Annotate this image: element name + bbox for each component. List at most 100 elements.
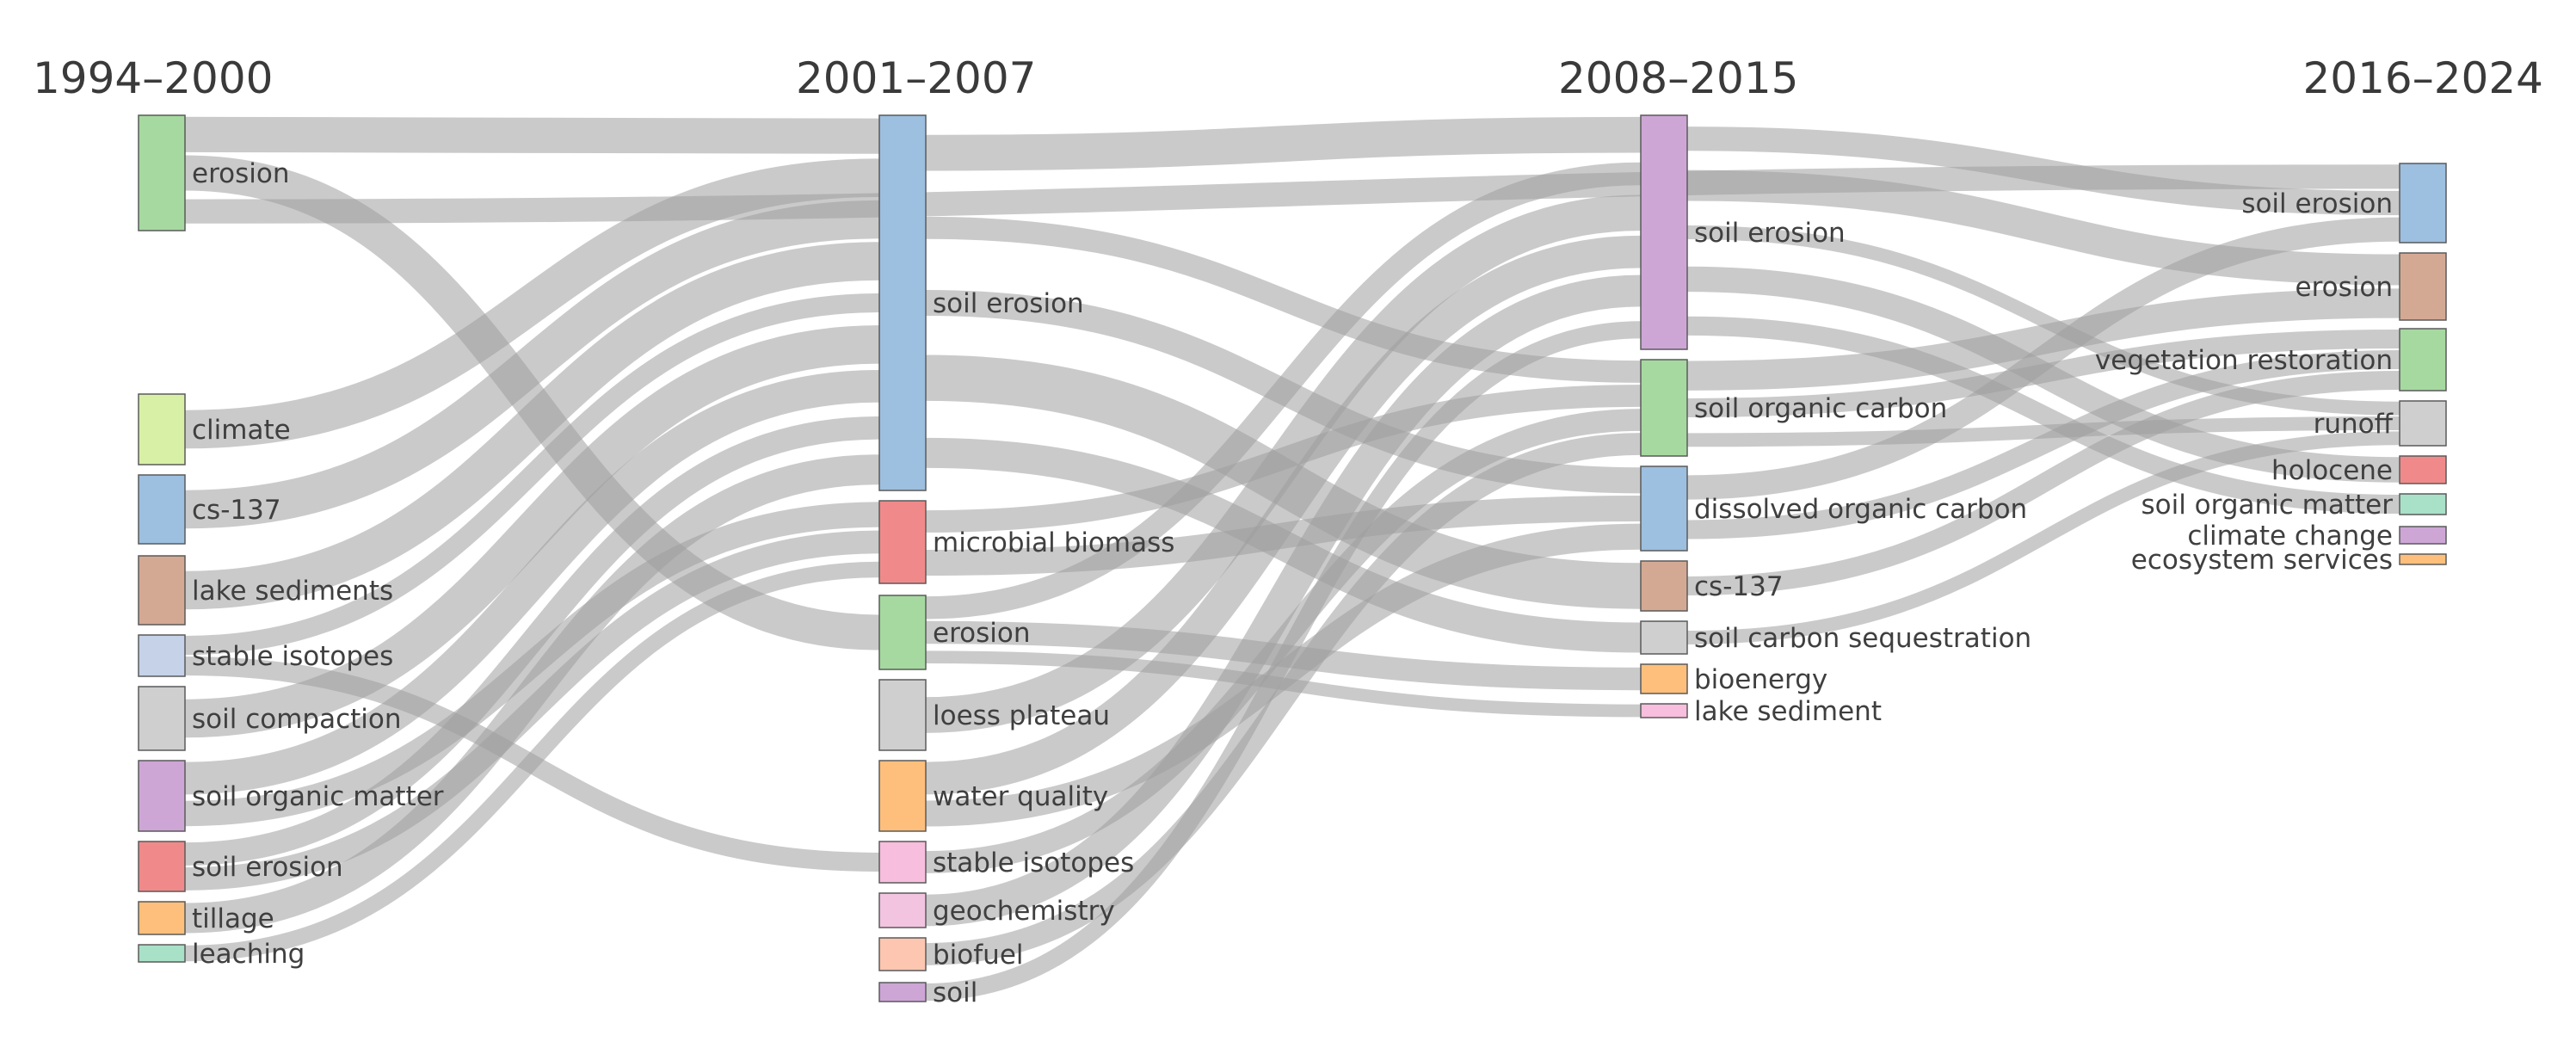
flow-link-a_cs137-to-b_soilerosion bbox=[184, 200, 880, 529]
flow-link-c_seq-to-d_runoff bbox=[1686, 431, 2400, 644]
node-label-c_soilerosion: soil erosion bbox=[1694, 218, 1846, 249]
node-label-c_lake: lake sediment bbox=[1694, 696, 1882, 727]
node-bar-a_climate bbox=[138, 393, 186, 465]
period-title-2: 2001–2007 bbox=[796, 53, 1037, 103]
node-label-a_som: soil organic matter bbox=[192, 781, 444, 812]
node-a_soilerosion: soil erosion bbox=[138, 841, 343, 892]
node-label-c_bioenergy: bioenergy bbox=[1694, 664, 1827, 695]
period-title-4: 2016–2024 bbox=[2303, 53, 2544, 103]
node-label-c_doc: dissolved organic carbon bbox=[1694, 494, 2027, 525]
node-bar-d_eco bbox=[2399, 553, 2447, 565]
flow-link-a_erosion-to-d_soilerosion bbox=[184, 164, 2400, 224]
flow-link-a_stable-to-b_soilerosion bbox=[184, 293, 880, 656]
node-b_microbial: microbial biomass bbox=[878, 500, 1174, 584]
node-b_loess: loess plateau bbox=[878, 679, 1110, 751]
node-label-a_climate: climate bbox=[192, 415, 291, 446]
node-bar-b_geochem bbox=[878, 892, 927, 928]
node-c_lake: lake sediment bbox=[1640, 696, 1882, 727]
flow-link-a_tillage-to-b_soilerosion bbox=[184, 454, 880, 934]
node-c_soilerosion: soil erosion bbox=[1640, 114, 1846, 350]
keyword-nodes: erosion climate cs-137 lake sediments stable… bbox=[138, 114, 2447, 1008]
node-label-a_soilerosion: soil erosion bbox=[192, 852, 343, 883]
node-label-b_water: water quality bbox=[933, 781, 1108, 812]
node-label-a_erosion: erosion bbox=[192, 158, 289, 189]
node-bar-d_holocene bbox=[2399, 455, 2447, 484]
node-d_erosion: erosion bbox=[2296, 252, 2447, 321]
node-bar-a_erosion bbox=[138, 114, 186, 231]
flow-link-a_compaction-to-b_soilerosion bbox=[184, 325, 880, 738]
flow-link-c_soc-to-d_erosion bbox=[1686, 288, 2400, 391]
flow-link-b_soilerosion-to-c_soilerosion bbox=[925, 116, 1642, 171]
node-bar-b_loess bbox=[878, 679, 927, 751]
node-bar-b_erosion bbox=[878, 595, 927, 670]
node-d_veg: vegetation restoration bbox=[2095, 328, 2447, 391]
node-c_bioenergy: bioenergy bbox=[1640, 663, 1827, 695]
flow-link-c_soc-to-d_veg bbox=[1686, 329, 2400, 418]
node-bar-a_compaction bbox=[138, 686, 186, 751]
node-bar-c_doc bbox=[1640, 465, 1688, 552]
node-label-b_erosion: erosion bbox=[933, 618, 1030, 649]
node-bar-b_stable bbox=[878, 841, 927, 884]
flow-link-c_cs137-to-d_veg bbox=[1686, 370, 2400, 596]
node-a_som: soil organic matter bbox=[138, 760, 444, 832]
flow-link-c_soilerosion-to-d_som bbox=[1686, 316, 2400, 515]
period-titles: 1994–2000 2001–2007 2008–2015 2016–2024 bbox=[33, 53, 2543, 103]
node-d_holocene: holocene bbox=[2271, 455, 2447, 486]
node-label-c_seq: soil carbon sequestration bbox=[1694, 623, 2031, 654]
node-bar-a_cs137 bbox=[138, 474, 186, 545]
node-label-d_veg: vegetation restoration bbox=[2095, 345, 2393, 376]
node-bar-b_water bbox=[878, 760, 927, 832]
flow-link-a_lake-to-b_soilerosion bbox=[184, 242, 880, 610]
node-label-a_tillage: tillage bbox=[192, 903, 274, 934]
node-bar-c_soilerosion bbox=[1640, 114, 1688, 350]
node-a_lake: lake sediments bbox=[138, 555, 393, 626]
flow-link-b_geochem-to-c_soilerosion bbox=[925, 274, 1642, 927]
flow-link-a_climate-to-b_soilerosion bbox=[184, 158, 880, 449]
flow-link-a_leaching-to-b_microbial bbox=[184, 561, 880, 962]
node-bar-b_biofuel bbox=[878, 937, 927, 971]
flow-link-a_som-to-b_microbial bbox=[184, 502, 880, 827]
flow-link-a_soilerosion-to-b_soilerosion bbox=[184, 416, 880, 866]
node-label-d_runoff: runoff bbox=[2314, 409, 2394, 440]
node-label-b_soilerosion: soil erosion bbox=[933, 288, 1084, 319]
node-label-c_soc: soil organic carbon bbox=[1694, 393, 1947, 424]
flow-link-c_doc-to-d_soilerosion bbox=[1686, 217, 2400, 500]
node-bar-c_soc bbox=[1640, 359, 1688, 457]
flow-links bbox=[184, 116, 2400, 1002]
node-c_cs137: cs-137 bbox=[1640, 560, 1784, 612]
node-label-b_stable: stable isotopes bbox=[933, 848, 1134, 878]
node-label-d_eco: ecosystem services bbox=[2131, 545, 2393, 576]
node-bar-a_tillage bbox=[138, 901, 186, 935]
node-b_soilerosion: soil erosion bbox=[878, 114, 1084, 491]
node-b_water: water quality bbox=[878, 760, 1108, 832]
node-label-a_compaction: soil compaction bbox=[192, 704, 402, 735]
node-bar-a_leaching bbox=[138, 944, 186, 963]
node-label-b_microbial: microbial biomass bbox=[933, 527, 1174, 558]
flow-link-b_water-to-c_soilerosion bbox=[925, 235, 1642, 795]
flow-link-a_erosion-to-b_soilerosion bbox=[184, 116, 880, 154]
node-d_runoff: runoff bbox=[2314, 400, 2447, 447]
node-label-c_cs137: cs-137 bbox=[1694, 571, 1784, 602]
node-label-a_leaching: leaching bbox=[192, 939, 305, 970]
node-label-d_holocene: holocene bbox=[2271, 455, 2393, 486]
node-d_som: soil organic matter bbox=[2141, 490, 2447, 521]
flow-link-c_soilerosion-to-d_erosion bbox=[1686, 170, 2400, 286]
node-a_cs137: cs-137 bbox=[138, 474, 281, 545]
flow-link-c_soc-to-d_runoff bbox=[1686, 416, 2400, 447]
node-b_geochem: geochemistry bbox=[878, 892, 1115, 928]
node-bar-b_microbial bbox=[878, 500, 927, 584]
node-bar-c_lake bbox=[1640, 703, 1688, 718]
node-bar-b_soilerosion bbox=[878, 114, 927, 491]
node-c_soc: soil organic carbon bbox=[1640, 359, 1947, 457]
flow-link-a_som-to-b_soilerosion bbox=[184, 370, 880, 795]
node-bar-c_cs137 bbox=[1640, 560, 1688, 612]
node-bar-d_erosion bbox=[2399, 252, 2447, 321]
node-label-d_erosion: erosion bbox=[2296, 272, 2393, 303]
period-title-1: 1994–2000 bbox=[33, 53, 274, 103]
node-bar-a_soilerosion bbox=[138, 841, 186, 892]
node-c_seq: soil carbon sequestration bbox=[1640, 620, 2031, 655]
node-b_biofuel: biofuel bbox=[878, 937, 1024, 971]
node-label-b_soil: soil bbox=[933, 977, 977, 1008]
node-a_erosion: erosion bbox=[138, 114, 289, 231]
node-a_leaching: leaching bbox=[138, 939, 305, 970]
